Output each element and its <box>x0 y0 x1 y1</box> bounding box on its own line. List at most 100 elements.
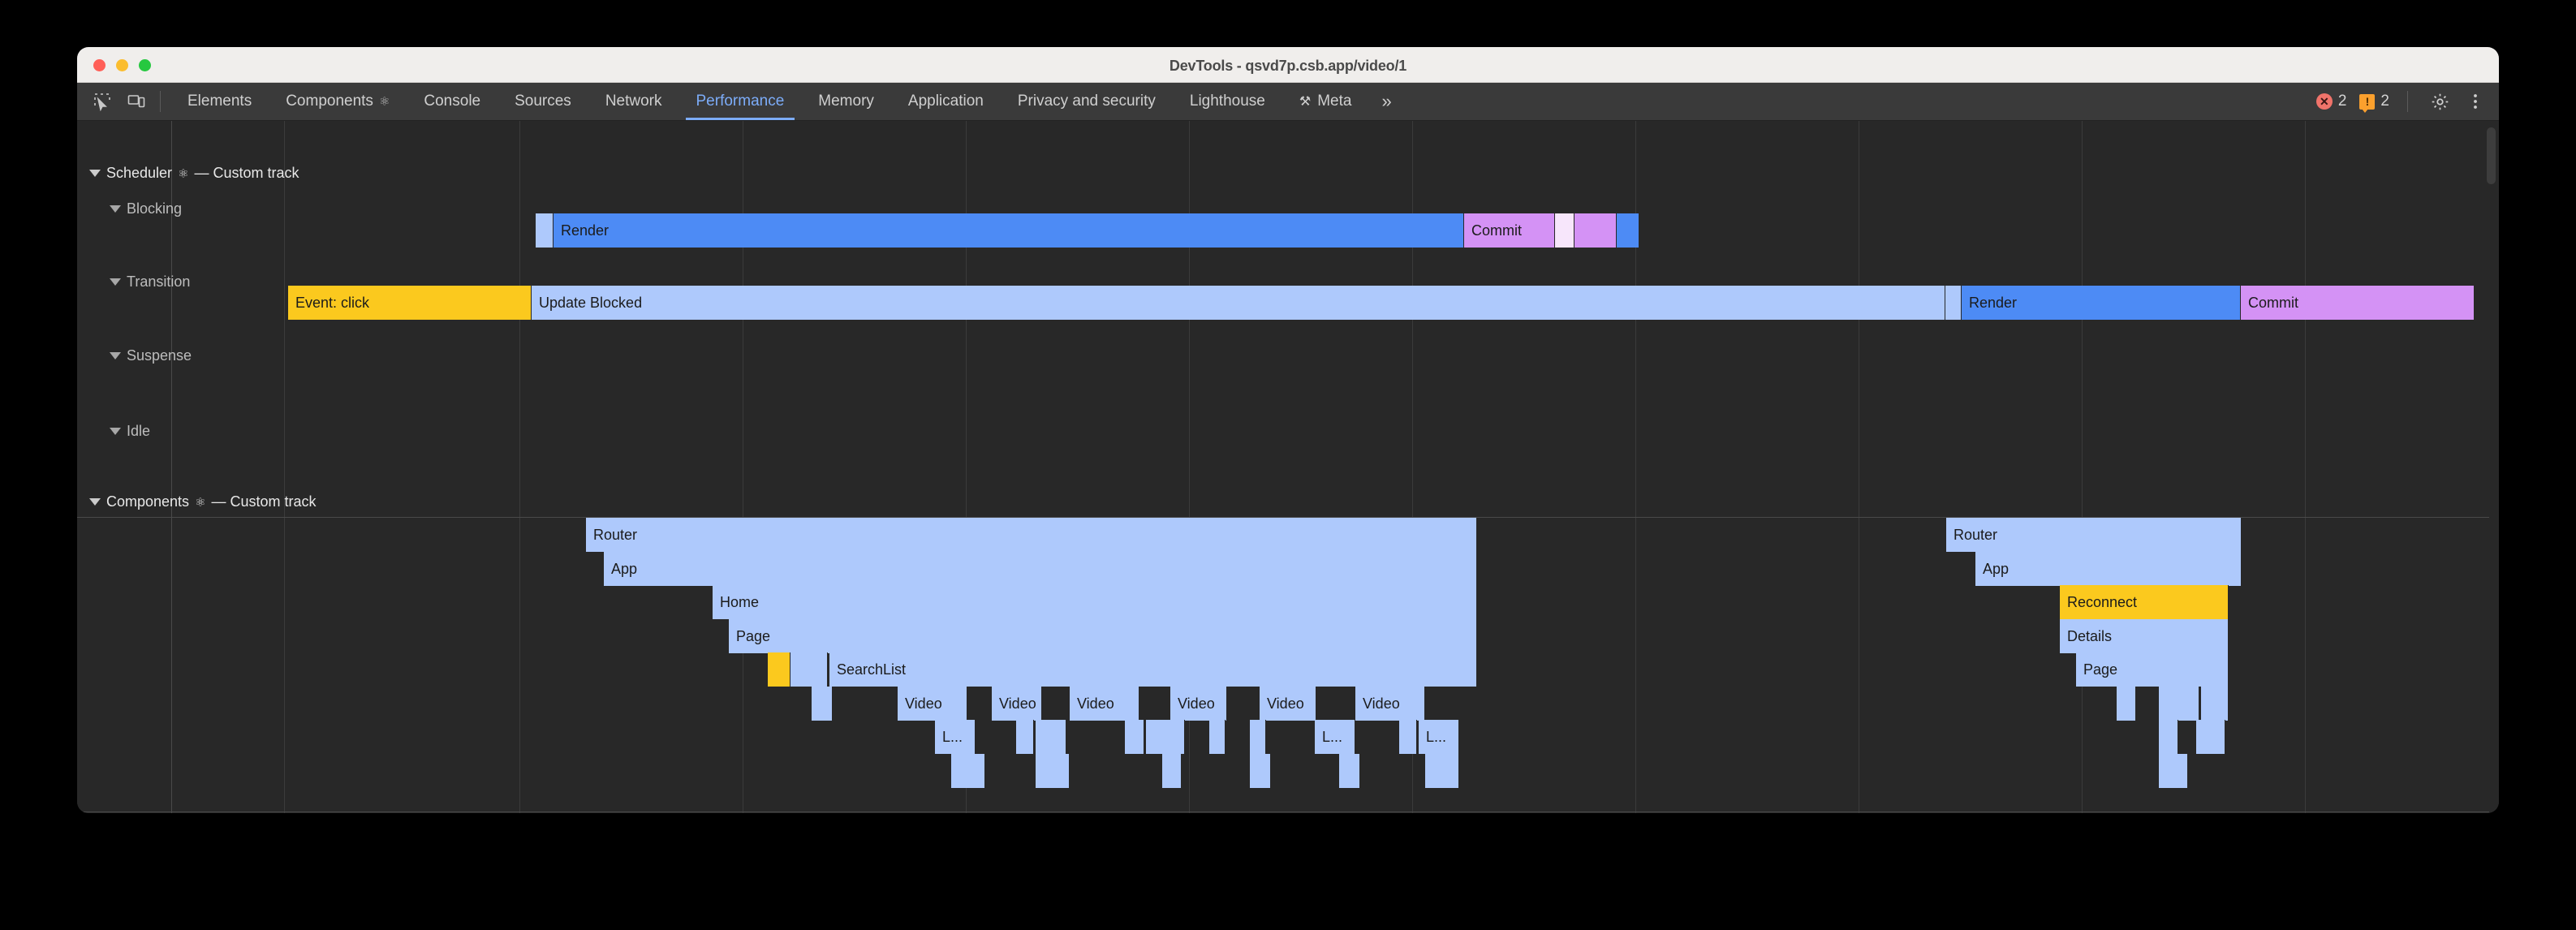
flame-block[interactable] <box>1574 213 1617 248</box>
lane-header-suspense[interactable]: Suspense <box>110 347 192 364</box>
tab-lighthouse[interactable]: Lighthouse <box>1173 83 1282 120</box>
tab-label: Privacy and security <box>1017 93 1156 110</box>
panel-tabs: Elements Components ⚛ Console Sources Network… <box>170 83 1368 120</box>
gear-icon[interactable] <box>2426 88 2453 115</box>
flame-block-l-[interactable]: L... <box>1419 720 1459 754</box>
flame-block-label: Details <box>2067 628 2113 644</box>
collapse-triangle-icon[interactable] <box>110 205 121 213</box>
flame-block-l-[interactable]: L... <box>935 720 976 754</box>
track-name: Scheduler <box>106 165 173 181</box>
collapse-triangle-icon[interactable] <box>89 170 101 177</box>
flame-block[interactable] <box>2159 687 2199 721</box>
flame-block[interactable] <box>1425 754 1459 788</box>
flame-block-page[interactable]: Page <box>2076 652 2229 687</box>
flame-block-details[interactable]: Details <box>2060 619 2229 653</box>
warning-badge[interactable]: ! 2 <box>2354 93 2394 113</box>
flame-block-app[interactable]: App <box>604 552 1477 586</box>
flame-block[interactable] <box>2159 720 2178 754</box>
flame-block-render[interactable]: Render <box>1962 286 2241 320</box>
flame-block[interactable] <box>1125 720 1144 754</box>
tab-application[interactable]: Application <box>891 83 1001 120</box>
maximize-button[interactable] <box>139 59 151 71</box>
flame-block[interactable] <box>1162 754 1182 788</box>
flame-block-commit[interactable]: Commit <box>1464 213 1555 248</box>
flame-block[interactable] <box>812 687 833 721</box>
tab-meta[interactable]: ⚒ Meta <box>1282 83 1369 120</box>
collapse-triangle-icon[interactable] <box>110 428 121 435</box>
lane-header-idle[interactable]: Idle <box>110 423 150 440</box>
flame-block[interactable] <box>2117 687 2136 721</box>
flame-block[interactable] <box>1036 754 1070 788</box>
flame-block-app[interactable]: App <box>1975 552 2242 586</box>
collapse-triangle-icon[interactable] <box>110 278 121 286</box>
toolbar-divider <box>160 91 161 112</box>
more-options-icon[interactable] <box>2462 88 2489 115</box>
tab-performance[interactable]: Performance <box>679 83 802 120</box>
track-header-scheduler[interactable]: Scheduler ⚛ — Custom track <box>89 165 299 182</box>
flame-block-label: Update Blocked <box>539 295 643 311</box>
flame-block-label: Commit <box>1471 222 1522 239</box>
flame-block-video[interactable]: Video <box>1070 687 1139 721</box>
flame-block-update-blocked[interactable]: Update Blocked <box>532 286 1945 320</box>
flame-block-video[interactable]: Video <box>1260 687 1316 721</box>
flame-block-video[interactable]: Video <box>1170 687 1227 721</box>
vertical-scrollbar[interactable] <box>2487 127 2496 184</box>
flame-block-render[interactable]: Render <box>554 213 1464 248</box>
flame-block-router[interactable]: Router <box>1946 518 2242 552</box>
collapse-triangle-icon[interactable] <box>110 352 121 360</box>
window-titlebar: DevTools - qsvd7p.csb.app/video/1 <box>77 47 2499 83</box>
flame-block[interactable] <box>1555 213 1574 248</box>
flame-block-reconnect[interactable]: Reconnect <box>2060 585 2229 619</box>
lane-header-blocking[interactable]: Blocking <box>110 200 182 217</box>
flame-block-label: Page <box>2083 661 2118 678</box>
flame-block[interactable] <box>1209 720 1226 754</box>
minimize-button[interactable] <box>116 59 128 71</box>
tab-memory[interactable]: Memory <box>801 83 891 120</box>
flame-block-router[interactable]: Router <box>586 518 1477 552</box>
tab-sources[interactable]: Sources <box>498 83 588 120</box>
track-header-components[interactable]: Components ⚛ — Custom track <box>89 493 317 510</box>
flame-block-home[interactable]: Home <box>713 585 1477 619</box>
tab-privacy-and-security[interactable]: Privacy and security <box>1001 83 1173 120</box>
flame-block-commit[interactable]: Commit <box>2241 286 2475 320</box>
flame-block[interactable] <box>768 652 790 687</box>
error-badge[interactable]: ✕ 2 <box>2311 93 2352 110</box>
tab-network[interactable]: Network <box>588 83 679 120</box>
flame-block[interactable] <box>1617 213 1639 248</box>
tab-components[interactable]: Components ⚛ <box>269 83 407 120</box>
toolbar-right-group: ✕ 2 ! 2 <box>2311 83 2489 120</box>
close-button[interactable] <box>93 59 106 71</box>
flame-block[interactable] <box>1146 720 1185 754</box>
flame-block[interactable] <box>1036 720 1066 754</box>
device-toolbar-icon[interactable] <box>123 88 150 115</box>
more-tabs-icon[interactable]: » <box>1381 91 1392 111</box>
flame-block[interactable] <box>1250 754 1271 788</box>
flame-block[interactable] <box>2196 720 2225 754</box>
flame-block-event-click[interactable]: Event: click <box>288 286 532 320</box>
flame-block[interactable] <box>2201 687 2229 721</box>
flame-block-video[interactable]: Video <box>1355 687 1425 721</box>
flame-block[interactable] <box>951 754 985 788</box>
flame-block-label: Reconnect <box>2067 594 2138 610</box>
flame-block[interactable] <box>1016 720 1034 754</box>
inspect-element-icon[interactable] <box>88 88 116 115</box>
flame-block[interactable] <box>2159 754 2188 788</box>
flame-block[interactable] <box>790 652 828 687</box>
flame-block-video[interactable]: Video <box>898 687 967 721</box>
collapse-triangle-icon[interactable] <box>89 498 101 506</box>
flame-block[interactable] <box>536 213 554 248</box>
lane-header-transition[interactable]: Transition <box>110 273 190 291</box>
track-name: Components <box>106 493 190 510</box>
flame-block-l-[interactable]: L... <box>1315 720 1355 754</box>
flame-block-searchlist[interactable]: SearchList <box>829 652 1477 687</box>
flame-block-page[interactable]: Page <box>729 619 1477 653</box>
tab-elements[interactable]: Elements <box>170 83 269 120</box>
flame-block[interactable] <box>1399 720 1417 754</box>
performance-timeline[interactable]: Scheduler ⚛ — Custom track Blocking Transiti… <box>77 121 2499 813</box>
flame-block[interactable] <box>1250 720 1266 754</box>
flame-block[interactable] <box>1945 286 1962 320</box>
flame-block-video[interactable]: Video <box>992 687 1042 721</box>
flame-block-label: L... <box>942 729 963 745</box>
flame-block[interactable] <box>1339 754 1360 788</box>
tab-console[interactable]: Console <box>407 83 498 120</box>
